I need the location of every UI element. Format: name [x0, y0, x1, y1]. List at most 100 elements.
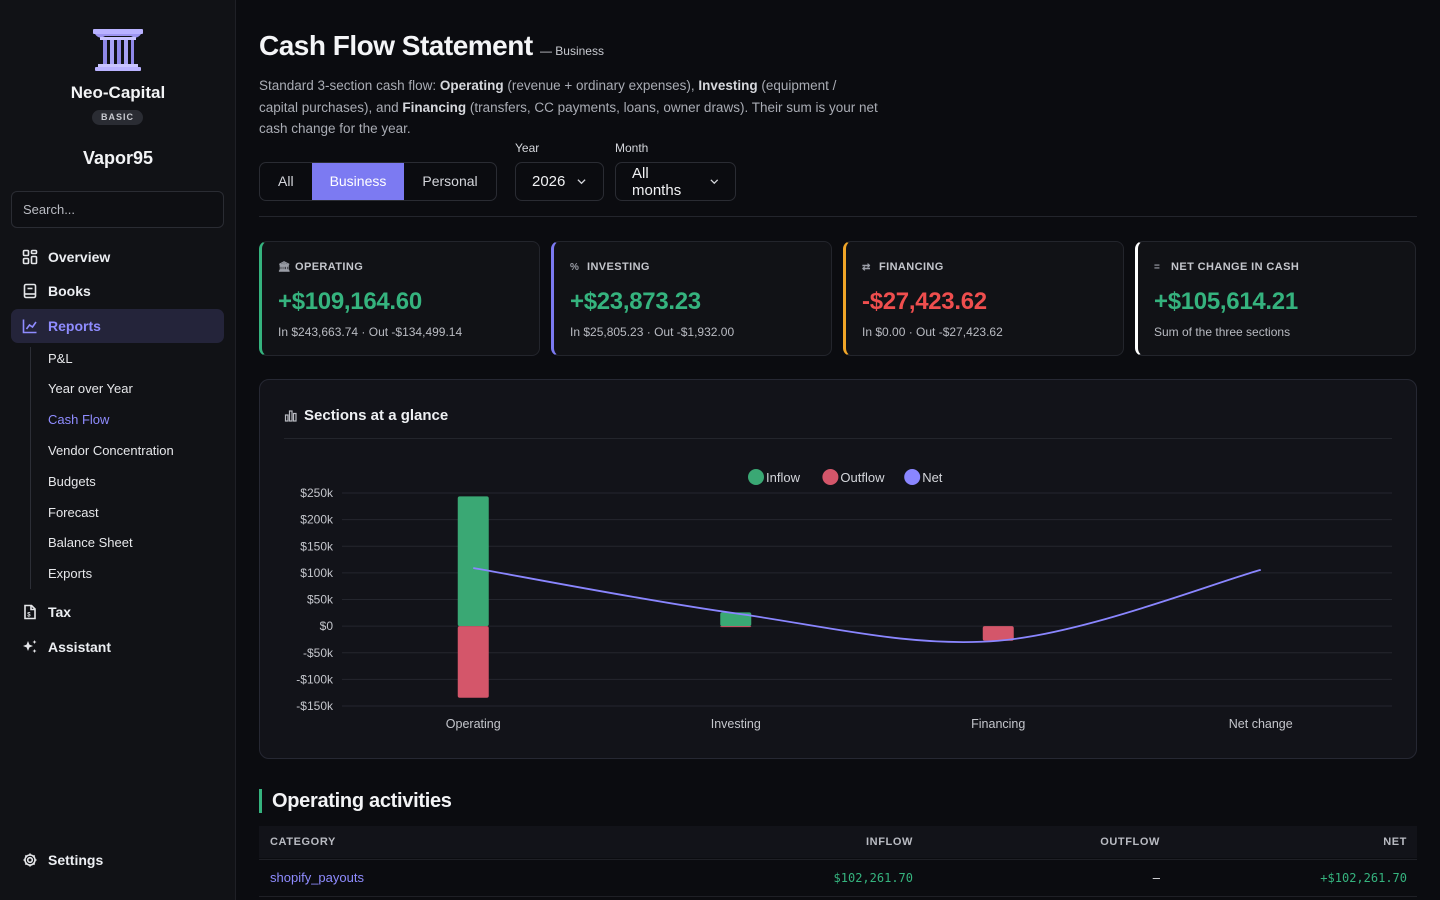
- month-value: All months: [632, 164, 682, 199]
- y-tick-label: -$100k: [296, 672, 334, 686]
- sub-item-vendor-concentration[interactable]: Vendor Concentration: [48, 443, 174, 458]
- card-footnote: In $243,663.74 · Out -$134,499.14: [278, 325, 463, 339]
- y-tick-label: -$50k: [303, 646, 334, 660]
- sub-item-pl[interactable]: P&L: [48, 351, 73, 366]
- card-amount: +$23,873.23: [570, 288, 701, 315]
- segment-business[interactable]: Business: [311, 163, 405, 200]
- card-footnote: In $25,805.23 · Out -$1,932.00: [570, 325, 735, 339]
- x-tick-label: Investing: [711, 717, 761, 731]
- column-logo-icon: [93, 29, 143, 71]
- net-value: +$102,261.70: [1320, 871, 1407, 885]
- desc-bold: Investing: [698, 78, 758, 93]
- page-description: Standard 3-section cash flow: Operating …: [259, 75, 879, 140]
- sub-item-cash-flow[interactable]: Cash Flow: [48, 412, 110, 427]
- grid-icon: [21, 249, 38, 266]
- scope-segmented-control: All Business Personal: [259, 162, 497, 201]
- nav-books[interactable]: Books: [11, 274, 224, 308]
- nav-label: Reports: [48, 318, 101, 334]
- sub-item-balance-sheet[interactable]: Balance Sheet: [48, 535, 133, 550]
- year-select[interactable]: 2026: [515, 162, 604, 201]
- nav-reports[interactable]: Reports: [11, 309, 224, 343]
- column-header-category: CATEGORY: [270, 836, 336, 848]
- year-value: 2026: [532, 173, 566, 190]
- card-amount: +$105,614.21: [1154, 288, 1298, 315]
- inflow-bar: [720, 612, 752, 627]
- card-label: = NET CHANGE IN CASH: [1154, 261, 1299, 273]
- y-tick-label: $250k: [300, 486, 334, 500]
- y-tick-label: -$150k: [296, 699, 334, 713]
- x-tick-label: Financing: [971, 717, 1025, 731]
- section-title: Operating activities: [259, 789, 452, 813]
- panel-title-text: Sections at a glance: [304, 407, 449, 424]
- svg-text:$: $: [27, 613, 31, 619]
- month-select[interactable]: All months: [615, 162, 736, 201]
- desc-text: Standard 3-section cash flow:: [259, 78, 440, 93]
- card-label-text: FINANCING: [879, 261, 944, 273]
- document-icon: $: [21, 604, 38, 621]
- bar-chart-icon: [284, 410, 297, 422]
- month-label: Month: [615, 141, 649, 155]
- segment-all[interactable]: All: [278, 173, 294, 189]
- sub-item-budgets[interactable]: Budgets: [48, 474, 96, 489]
- nav-tax[interactable]: $ Tax: [11, 595, 224, 629]
- sub-item-exports[interactable]: Exports: [48, 566, 93, 581]
- equals-icon: =: [1154, 261, 1161, 273]
- card-label: 🏛 OPERATING: [278, 261, 363, 273]
- legend-label: Net: [922, 470, 943, 485]
- table-header: CATEGORY INFLOW OUTFLOW NET: [259, 826, 1417, 858]
- main-content: Cash Flow Statement — Business Standard …: [236, 0, 1440, 900]
- column-header-inflow: INFLOW: [866, 836, 913, 848]
- investing-card: % INVESTING +$23,873.23 In $25,805.23 · O…: [551, 241, 832, 356]
- nav-assistant[interactable]: Assistant: [11, 630, 224, 664]
- column-header-net: NET: [1383, 836, 1407, 848]
- chart-icon: [21, 318, 38, 335]
- desc-bold: Operating: [439, 78, 504, 93]
- percent-icon: %: [570, 261, 580, 273]
- sparkle-icon: [21, 639, 38, 656]
- x-tick-label: Operating: [446, 717, 501, 731]
- table-row: shopify_payouts $102,261.70 – +$102,261.…: [259, 859, 1417, 897]
- card-label-text: NET CHANGE IN CASH: [1171, 261, 1300, 273]
- sidebar: Neo-Capital BASIC Vapor95 Overview Books…: [0, 0, 236, 900]
- nav-label: Settings: [48, 852, 104, 868]
- book-icon: [21, 283, 38, 300]
- legend-swatch: [904, 469, 921, 485]
- divider: [259, 216, 1417, 217]
- desc-text: (transfers, CC payments, loans, owner dr…: [259, 99, 878, 137]
- nav-label: Assistant: [48, 639, 112, 655]
- y-tick-label: $50k: [307, 593, 334, 607]
- net-change-card: = NET CHANGE IN CASH +$105,614.21 Sum of …: [1135, 241, 1416, 356]
- outflow-bar: [457, 626, 489, 698]
- net-line: [473, 567, 1261, 644]
- column-header-outflow: OUTFLOW: [1100, 836, 1160, 848]
- outflow-value: –: [1152, 870, 1160, 885]
- nav-overview[interactable]: Overview: [11, 240, 224, 274]
- bank-icon: 🏛: [278, 261, 292, 273]
- sub-item-year-over-year[interactable]: Year over Year: [48, 381, 133, 396]
- panel-title: Sections at a glance: [284, 407, 448, 424]
- card-footnote: Sum of the three sections: [1154, 325, 1291, 339]
- chevron-down-icon: [577, 179, 586, 185]
- inflow-bar: [457, 496, 489, 627]
- y-tick-label: $150k: [300, 539, 334, 553]
- nav-label: Overview: [48, 249, 111, 265]
- chevron-down-icon: [710, 179, 719, 185]
- segment-personal[interactable]: Personal: [422, 173, 478, 189]
- nav-label: Books: [48, 283, 91, 299]
- year-label: Year: [515, 141, 540, 155]
- brand-name: Neo-Capital: [70, 83, 166, 102]
- card-amount: -$27,423.62: [862, 288, 987, 315]
- category-link[interactable]: shopify_payouts: [270, 870, 364, 885]
- panel-divider: [284, 438, 1392, 439]
- x-tick-label: Net change: [1229, 717, 1293, 731]
- search-input[interactable]: [11, 191, 224, 228]
- legend-label: Outflow: [840, 470, 885, 485]
- nav-settings[interactable]: Settings: [11, 843, 224, 877]
- desc-text: (revenue + ordinary expenses),: [503, 78, 699, 93]
- transfer-icon: ⇄: [862, 261, 871, 273]
- card-amount: +$109,164.60: [278, 288, 422, 315]
- username: Vapor95: [82, 148, 154, 168]
- gear-icon: [21, 852, 38, 869]
- desc-text: (equipment / capital purchases), and: [259, 78, 837, 115]
- sub-item-forecast[interactable]: Forecast: [48, 505, 99, 520]
